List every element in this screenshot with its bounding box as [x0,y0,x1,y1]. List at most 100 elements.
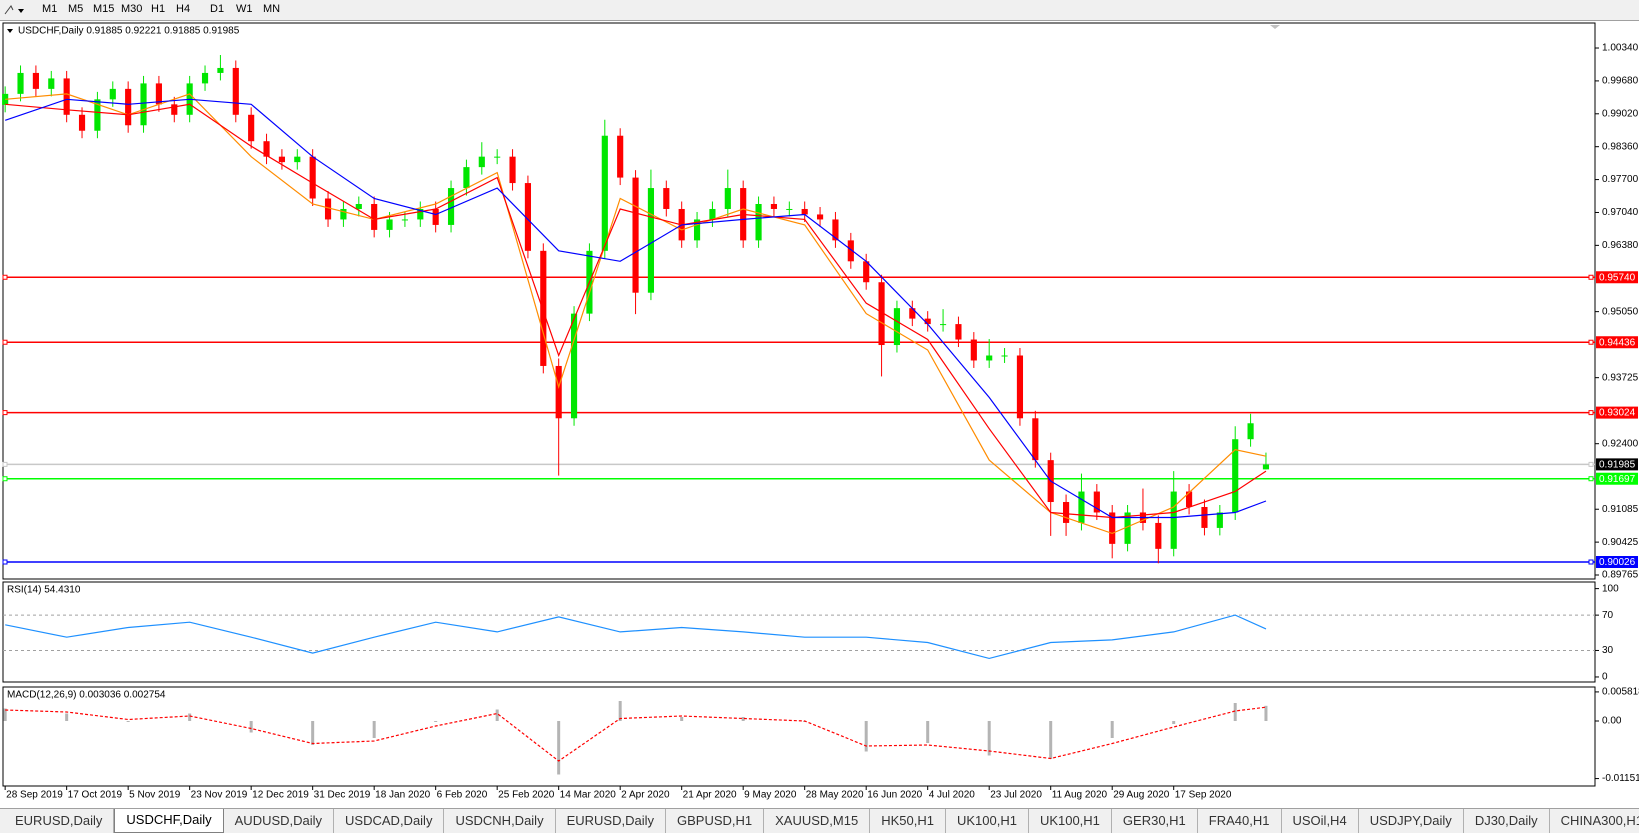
level-handle [2,339,8,345]
candle-body [171,104,178,115]
macd-panel-frame [2,686,1596,787]
candle-body [1032,418,1039,461]
candle-body [863,261,870,283]
candle-body [371,203,378,230]
tab[interactable]: EURUSD,Daily [4,809,115,833]
x-tick-label: 17 Oct 2019 [68,790,123,801]
candle-body [816,214,824,220]
timeframe-button[interactable]: D1 [210,3,225,15]
icon-stroke [4,5,14,15]
tab-bar: EURUSD,Daily USDCHF,Daily AUDUSD,Daily USDC… [0,808,1639,833]
candle-body [355,203,362,209]
tab[interactable]: XAUUSD,M15 [764,809,871,833]
timeframe-button[interactable]: M15 [93,3,115,15]
timeframe-button[interactable]: MN [263,3,281,15]
x-tick-label: 9 May 2020 [744,790,797,801]
candle-body [893,308,901,346]
x-tick-label: 6 Feb 2020 [437,790,488,801]
candle-body [1063,502,1070,523]
candle-body [986,355,993,361]
candle-body [1232,439,1239,513]
candle-body [909,308,916,319]
candle-body [617,135,624,178]
tab[interactable]: GBPUSD,H1 [666,809,765,833]
candle-body [663,188,670,209]
candle-body [786,208,793,210]
candle-body [601,135,608,251]
timeframe-button[interactable]: H1 [151,3,166,15]
x-tick-label: 23 Jul 2020 [990,790,1042,801]
level-label: 0.90026 [1599,557,1636,568]
rsi-panel-frame [2,581,1596,683]
tab[interactable]: UK100,H1 [1029,809,1112,833]
candle-body [878,282,885,346]
x-tick-label: 12 Dec 2019 [252,790,309,801]
tab[interactable]: USDCHF,Daily [114,809,224,833]
y-tick-label: 30 [1602,645,1614,656]
y-tick-label: 0.99680 [1602,76,1639,87]
candle-body [417,208,424,220]
tab[interactable]: HK50,H1 [870,809,946,833]
level-handle [2,559,8,565]
tab[interactable]: USDCNH,Daily [444,809,556,833]
tab[interactable]: DJ30,Daily [1464,809,1550,833]
macd-bar [495,709,499,721]
tab[interactable]: USDCAD,Daily [334,809,445,833]
tab[interactable]: AUDUSD,Daily [224,809,335,833]
x-tick-label: 25 Feb 2020 [498,790,555,801]
candle-body [1093,491,1100,513]
timeframe-button[interactable]: M30 [121,3,143,15]
candle-body [17,72,24,94]
y-tick-label: -0.011514 [1602,773,1639,784]
candle-body [1201,506,1208,528]
candle-body [48,78,55,89]
chart-area: USDCHF,Daily 0.91885 0.92221 0.91885 0.9… [0,21,1639,808]
candle-body [463,167,470,189]
y-tick-label: 1.00340 [1602,43,1639,54]
candle-body [1016,355,1024,419]
candle-body [155,83,162,105]
background [0,21,1639,808]
main-panel-frame [2,22,1596,580]
y-tick-label: 70 [1602,610,1614,621]
level-label-box [1596,472,1638,485]
candle-body [232,67,239,115]
timeframe-button[interactable]: W1 [236,3,253,15]
tab[interactable]: FRA40,H1 [1198,809,1282,833]
panel-title: USDCHF,Daily 0.91885 0.92221 0.91885 0.9… [18,26,240,37]
macd-bar [864,721,868,752]
candle-body [140,83,147,126]
tab[interactable]: GER30,H1 [1112,809,1198,833]
timeframe-button[interactable]: M1 [42,3,58,15]
level-handle [2,410,8,416]
x-tick-label: 29 Aug 2020 [1113,790,1170,801]
level-handle [2,461,8,467]
x-tick-label: 17 Sep 2020 [1175,790,1232,801]
toolbar-icon[interactable] [2,0,32,20]
level-handle [1588,410,1594,416]
y-tick-label: 0.97040 [1602,207,1639,218]
candle-body [693,219,701,241]
x-tick-label: 21 Apr 2020 [683,790,737,801]
tab[interactable]: USDJPY,Daily [1359,809,1464,833]
level-handle [2,274,8,280]
level-handle [2,476,8,482]
timeframe-button[interactable]: H4 [176,3,191,15]
y-tick-label: 0.89765 [1602,570,1639,581]
tab[interactable]: USOil,H4 [1282,809,1359,833]
y-tick-label: 0.91085 [1602,504,1639,515]
level-label: 0.91985 [1599,460,1636,471]
y-tick-label: 0.90425 [1602,537,1639,548]
macd-bar [311,721,315,745]
tab[interactable]: UK100,H1 [946,809,1029,833]
candle-body [1262,464,1270,470]
candle-body [555,365,562,419]
shift-marker [1270,25,1280,29]
timeframe-button[interactable]: M5 [68,3,84,15]
macd-bar [1233,703,1237,721]
tab[interactable]: CHINA300,H1 [1550,809,1639,833]
tab[interactable]: EURUSD,Daily [556,809,666,833]
y-tick-label: 0.92400 [1602,438,1639,449]
level-label: 0.94436 [1599,337,1636,348]
